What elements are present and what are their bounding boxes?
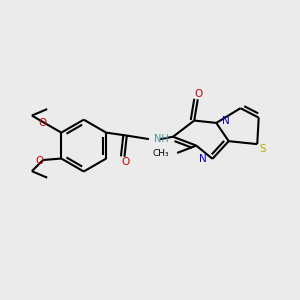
Text: O: O [194,89,202,99]
Text: N: N [222,116,230,126]
Text: O: O [38,118,46,128]
Text: CH₃: CH₃ [152,149,169,158]
Text: NH: NH [154,134,168,143]
Text: S: S [260,144,266,154]
Text: O: O [35,156,44,166]
Text: N: N [200,154,207,164]
Text: O: O [121,157,130,167]
